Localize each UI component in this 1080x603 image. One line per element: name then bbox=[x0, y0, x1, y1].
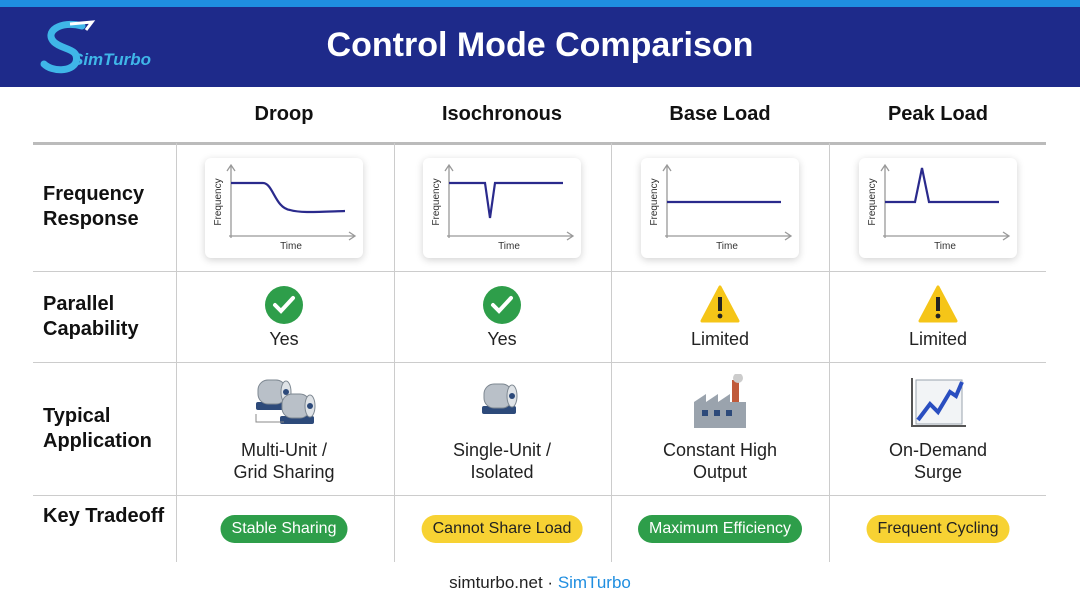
application-icon-svg bbox=[911, 378, 966, 427]
application-icon bbox=[686, 373, 754, 432]
x-axis-label: Time bbox=[280, 241, 302, 252]
application-icon-svg bbox=[482, 383, 518, 414]
column-header: Base Load bbox=[669, 103, 771, 125]
x-axis-label: Time bbox=[934, 241, 956, 252]
row-rule bbox=[33, 271, 1046, 272]
logo-text: SimTurbo bbox=[72, 50, 152, 69]
logo-mark bbox=[40, 20, 96, 74]
tradeoff-badge: Frequent Cycling bbox=[866, 515, 1010, 543]
col-rule bbox=[611, 143, 612, 562]
status-icon bbox=[264, 285, 304, 325]
mini-chart: Frequency Time bbox=[867, 163, 1011, 252]
application-icon-svg bbox=[255, 379, 316, 424]
footer-site[interactable]: simturbo.net bbox=[449, 573, 543, 592]
y-axis-label: Frequency bbox=[649, 178, 660, 225]
application-text: Output bbox=[692, 462, 748, 482]
column-header: Isochronous bbox=[441, 103, 562, 125]
column-header: Droop bbox=[254, 103, 314, 125]
application-icon bbox=[468, 374, 536, 432]
footer-brand[interactable]: SimTurbo bbox=[557, 573, 631, 592]
application-text: On-Demand bbox=[888, 440, 988, 460]
col-rule bbox=[394, 143, 395, 562]
footer: simturbo.net · SimTurbo bbox=[0, 573, 1080, 593]
status-text: Yes bbox=[487, 329, 517, 349]
tradeoff-badge: Stable Sharing bbox=[220, 515, 348, 543]
x-axis-label: Time bbox=[716, 241, 738, 252]
status-icon bbox=[482, 285, 522, 325]
tradeoff-badge: Cannot Share Load bbox=[421, 515, 583, 543]
axes bbox=[444, 163, 575, 241]
title: Control Mode Comparison bbox=[326, 26, 754, 64]
header-rule bbox=[33, 142, 1046, 145]
status-icon-svg bbox=[265, 286, 303, 324]
chart-card: Frequency Time bbox=[423, 158, 581, 258]
status-text: Yes bbox=[269, 329, 299, 349]
y-axis-label: Frequency bbox=[213, 178, 224, 225]
application-text: Grid Sharing bbox=[233, 462, 335, 482]
header-band bbox=[0, 7, 1080, 87]
chart-card: Frequency Time bbox=[205, 158, 363, 258]
response-curve bbox=[885, 167, 999, 204]
status-icon bbox=[700, 285, 740, 325]
y-axis-label: Frequency bbox=[431, 178, 442, 225]
tradeoff-badge: Maximum Efficiency bbox=[638, 515, 802, 543]
status-icon-svg bbox=[918, 285, 958, 323]
chart-card: Frequency Time bbox=[859, 158, 1017, 258]
status-icon bbox=[918, 285, 958, 325]
row-label: Key Tradeoff bbox=[43, 504, 165, 527]
status-text: Limited bbox=[690, 329, 750, 349]
response-curve bbox=[449, 181, 563, 219]
application-icon-svg bbox=[694, 373, 746, 428]
row-label: Typical Application bbox=[43, 404, 152, 452]
application-icon bbox=[904, 374, 972, 432]
x-axis-label: Time bbox=[498, 241, 520, 252]
status-icon-svg bbox=[483, 286, 521, 324]
application-text: Isolated bbox=[470, 462, 534, 482]
application-text: Single-Unit / bbox=[452, 440, 552, 460]
row-label: Parallel Capability bbox=[43, 292, 139, 340]
status-text: Limited bbox=[908, 329, 968, 349]
application-icon bbox=[250, 374, 318, 432]
row-label: Frequency Response bbox=[43, 183, 145, 230]
chart-card: Frequency Time bbox=[641, 158, 799, 258]
response-curve bbox=[231, 181, 346, 214]
row-rule bbox=[33, 495, 1046, 496]
top-stripe bbox=[0, 0, 1080, 7]
footer-separator: · bbox=[547, 573, 554, 592]
col-rule bbox=[176, 143, 177, 562]
mini-chart: Frequency Time bbox=[431, 163, 575, 252]
row-rule bbox=[33, 362, 1046, 363]
mini-chart: Frequency Time bbox=[649, 163, 793, 252]
mini-chart: Frequency Time bbox=[213, 163, 357, 252]
col-rule bbox=[829, 143, 830, 562]
application-text: Constant High bbox=[662, 440, 778, 460]
status-icon-svg bbox=[700, 285, 740, 323]
y-axis-label: Frequency bbox=[867, 178, 878, 225]
application-text: Multi-Unit / bbox=[240, 440, 327, 460]
column-header: Peak Load bbox=[887, 103, 989, 125]
axes bbox=[226, 163, 357, 241]
application-text: Surge bbox=[913, 462, 963, 482]
